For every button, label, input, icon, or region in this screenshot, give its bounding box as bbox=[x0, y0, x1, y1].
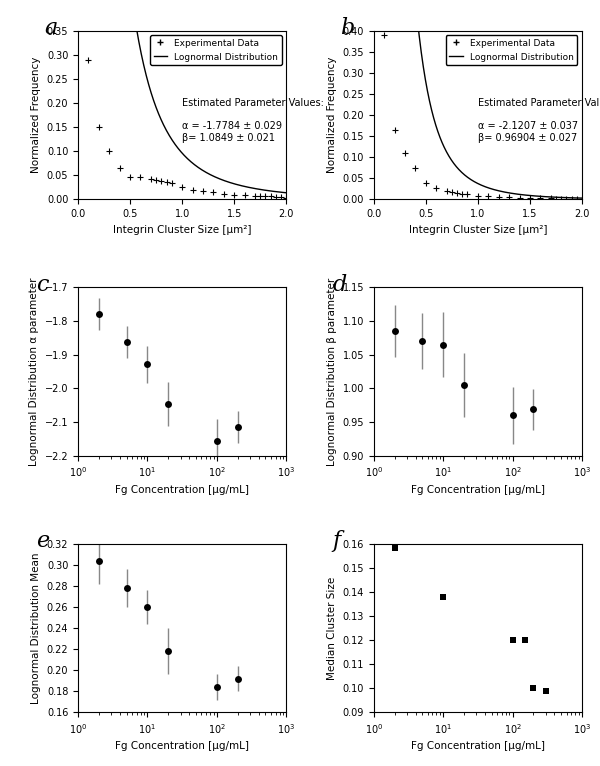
Y-axis label: Lognormal Distribution Mean: Lognormal Distribution Mean bbox=[31, 552, 41, 704]
Text: b: b bbox=[340, 17, 355, 39]
Text: d: d bbox=[332, 273, 346, 296]
Y-axis label: Normalized Frequency: Normalized Frequency bbox=[327, 57, 337, 173]
Text: e: e bbox=[37, 530, 49, 552]
Text: Estimated Parameter Values:

α = -2.1207 ± 0.037
β= 0.96904 ± 0.027: Estimated Parameter Values: α = -2.1207 … bbox=[478, 98, 600, 143]
X-axis label: Fg Concentration [μg/mL]: Fg Concentration [μg/mL] bbox=[411, 741, 545, 751]
X-axis label: Integrin Cluster Size [μm²]: Integrin Cluster Size [μm²] bbox=[113, 224, 251, 234]
Y-axis label: Median Cluster Size: Median Cluster Size bbox=[327, 576, 337, 679]
Y-axis label: Lognormal Distribution β parameter: Lognormal Distribution β parameter bbox=[327, 277, 337, 466]
X-axis label: Integrin Cluster Size [μm²]: Integrin Cluster Size [μm²] bbox=[409, 224, 547, 234]
Y-axis label: Lognormal Distribution α parameter: Lognormal Distribution α parameter bbox=[29, 277, 39, 466]
Text: f: f bbox=[332, 530, 340, 552]
X-axis label: Fg Concentration [μg/mL]: Fg Concentration [μg/mL] bbox=[411, 485, 545, 495]
X-axis label: Fg Concentration [μg/mL]: Fg Concentration [μg/mL] bbox=[115, 485, 249, 495]
Legend: Experimental Data, Lognormal Distribution: Experimental Data, Lognormal Distributio… bbox=[150, 35, 282, 65]
X-axis label: Fg Concentration [μg/mL]: Fg Concentration [μg/mL] bbox=[115, 741, 249, 751]
Legend: Experimental Data, Lognormal Distribution: Experimental Data, Lognormal Distributio… bbox=[446, 35, 577, 65]
Text: Estimated Parameter Values:

α = -1.7784 ± 0.029
β= 1.0849 ± 0.021: Estimated Parameter Values: α = -1.7784 … bbox=[182, 98, 324, 143]
Text: a: a bbox=[44, 17, 58, 39]
Text: c: c bbox=[37, 273, 49, 296]
Y-axis label: Normalized Frequency: Normalized Frequency bbox=[31, 57, 41, 173]
